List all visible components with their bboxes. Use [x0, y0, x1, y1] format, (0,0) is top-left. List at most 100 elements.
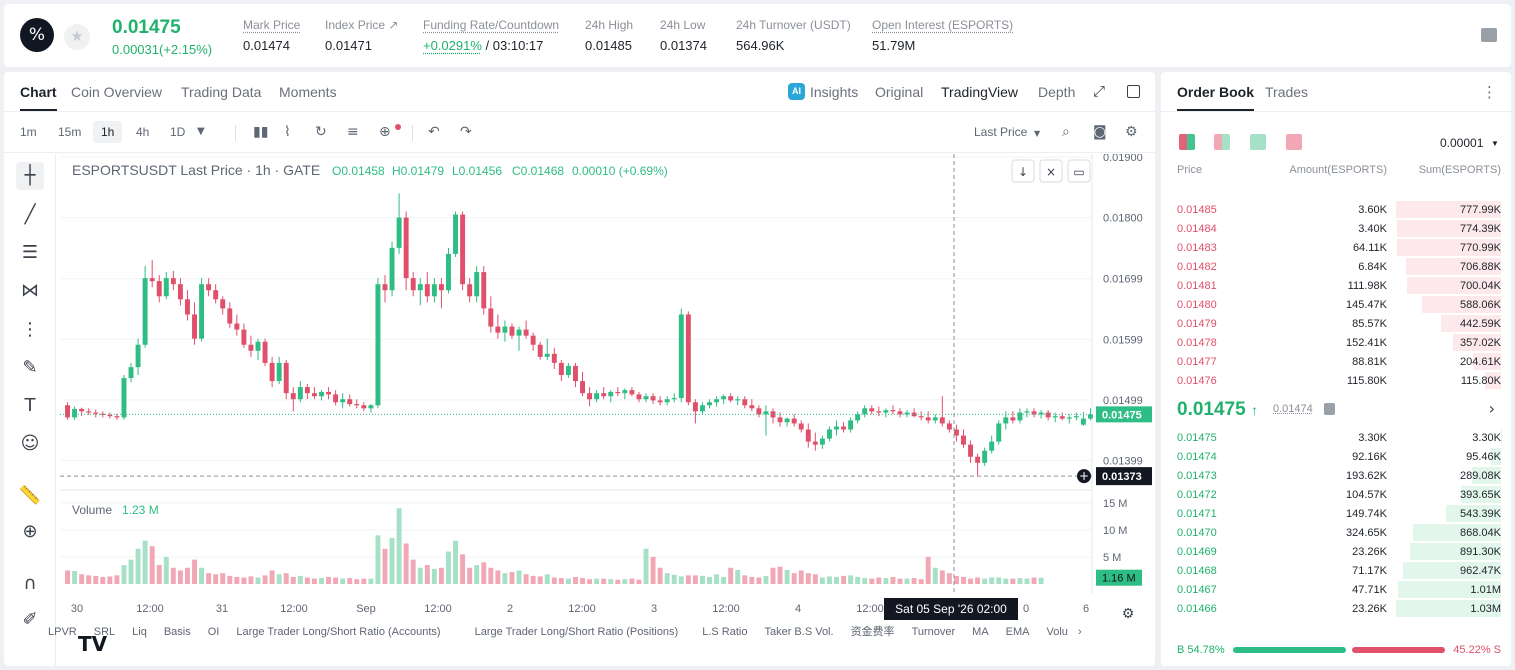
replay-icon[interactable]: ↻: [315, 124, 327, 140]
horizontal-lines-icon[interactable]: ☰: [21, 242, 39, 263]
camera-icon[interactable]: ◙: [1093, 124, 1107, 140]
trend-line-icon[interactable]: ╱: [24, 204, 36, 225]
lock-icon[interactable]: ✐: [22, 609, 38, 630]
timeframe-dropdown-icon[interactable]: ▼: [197, 126, 205, 137]
indicators-icon[interactable]: ⌇: [284, 124, 291, 140]
drawing-toolbar: ┼ ╱ ☰ ⋈ ⋮ ✎ T ☺ 📏 ⊕ ∩ ✐: [4, 154, 56, 666]
candlestick-chart[interactable]: 0.01900 0.01800 0.01699 0.01599 0.01499 0.013…: [60, 154, 1155, 666]
add-indicator-icon[interactable]: ⊕: [379, 124, 391, 140]
candle-type-icon[interactable]: ▮▮: [253, 124, 269, 140]
candle-body: [304, 387, 310, 394]
tab-depth[interactable]: Depth: [1038, 84, 1076, 100]
indicator-basis[interactable]: Basis: [163, 626, 191, 638]
zoom-in-icon[interactable]: ⊕: [22, 521, 38, 542]
ask-row[interactable]: 0.01482 6.84K 706.88K: [1161, 257, 1511, 276]
bid-row[interactable]: 0.01472 104.57K 393.65K: [1161, 485, 1511, 504]
indicator-funding-rate[interactable]: 资金费率: [850, 626, 895, 638]
bid-row[interactable]: 0.01466 23.26K 1.03M: [1161, 599, 1511, 618]
text-tool-icon[interactable]: T: [24, 395, 36, 416]
indicator-volume[interactable]: Volu: [1046, 626, 1068, 638]
view-split-icon[interactable]: [1214, 134, 1230, 150]
indicator-large-trader-accounts[interactable]: Large Trader Long/Short Ratio (Accounts): [236, 626, 441, 638]
bid-row[interactable]: 0.01469 23.26K 891.30K: [1161, 542, 1511, 561]
indicator-oi[interactable]: OI: [207, 626, 220, 638]
ruler-icon[interactable]: 📏: [18, 485, 42, 506]
ask-row[interactable]: 0.01478 152.41K 357.02K: [1161, 333, 1511, 352]
search-icon[interactable]: ⌕: [1062, 124, 1070, 140]
timeframe-15m[interactable]: 15m: [58, 125, 82, 139]
view-asks-icon[interactable]: [1286, 134, 1302, 150]
tab-trades[interactable]: Trades: [1265, 84, 1309, 100]
chart-panel: Chart Coin Overview Trading Data Moments…: [4, 72, 1155, 666]
indicator-lpvr[interactable]: LPVR: [48, 626, 77, 638]
bid-row[interactable]: 0.01471 149.74K 543.39K: [1161, 504, 1511, 523]
view-both-icon[interactable]: [1179, 134, 1195, 150]
expand-icon[interactable]: ⤢: [1093, 82, 1106, 100]
ask-row[interactable]: 0.01477 88.81K 204.61K: [1161, 352, 1511, 371]
tick-dropdown-icon[interactable]: ▼: [1491, 139, 1499, 148]
candle-body: [805, 429, 811, 442]
candle-body: [1017, 412, 1023, 421]
tab-tradingview[interactable]: TradingView: [941, 84, 1019, 100]
ask-row[interactable]: 0.01483 64.11K 770.99K: [1161, 238, 1511, 257]
bid-row[interactable]: 0.01468 71.17K 962.47K: [1161, 561, 1511, 580]
volume-bar: [735, 569, 741, 584]
bid-row[interactable]: 0.01467 47.71K 1.01M: [1161, 580, 1511, 599]
tab-original[interactable]: Original: [875, 84, 924, 100]
bid-row[interactable]: 0.01473 193.62K 289.08K: [1161, 466, 1511, 485]
ask-row[interactable]: 0.01484 3.40K 774.39K: [1161, 219, 1511, 238]
tab-insights[interactable]: Insights: [810, 84, 859, 100]
volume-bar: [763, 575, 769, 584]
bid-row[interactable]: 0.01475 3.30K 3.30K: [1161, 428, 1511, 447]
redo-icon[interactable]: ↷: [460, 124, 472, 140]
ask-row[interactable]: 0.01480 145.47K 588.06K: [1161, 295, 1511, 314]
indicator-turnover[interactable]: Turnover: [911, 626, 956, 638]
magnet-icon[interactable]: ∩: [23, 573, 37, 594]
notification-dot: [395, 124, 401, 130]
candle-body: [855, 414, 861, 421]
ask-row[interactable]: 0.01476 115.80K 115.80K: [1161, 371, 1511, 390]
window-icon[interactable]: [1127, 85, 1140, 98]
favorite-star-icon[interactable]: ★: [64, 24, 90, 50]
tab-chart[interactable]: Chart: [20, 84, 57, 111]
indicator-ls-ratio[interactable]: L.S Ratio: [702, 626, 748, 638]
undo-icon[interactable]: ↶: [428, 124, 440, 140]
bid-row[interactable]: 0.01474 92.16K 95.46K: [1161, 447, 1511, 466]
chevron-right-icon[interactable]: ›: [1488, 399, 1495, 418]
more-menu-icon[interactable]: ⋮: [1482, 83, 1497, 101]
view-bids-icon[interactable]: [1250, 134, 1266, 150]
indicator-ma[interactable]: MA: [972, 626, 989, 638]
time-axis-label: 31: [216, 603, 228, 615]
ask-row[interactable]: 0.01479 85.57K 442.59K: [1161, 314, 1511, 333]
crosshair-icon[interactable]: ┼: [16, 162, 44, 190]
indicator-taker-bs-vol[interactable]: Taker B.S Vol.: [764, 626, 834, 638]
ask-row[interactable]: 0.01485 3.60K 777.99K: [1161, 200, 1511, 219]
ask-row[interactable]: 0.01481 111.98K 700.04K: [1161, 276, 1511, 295]
indicator-large-trader-positions[interactable]: Large Trader Long/Short Ratio (Positions…: [474, 626, 679, 638]
indicator-srl[interactable]: SRL: [93, 626, 116, 638]
tick-size-select[interactable]: 0.00001: [1440, 136, 1484, 150]
timeframe-4h[interactable]: 4h: [136, 125, 150, 139]
row-sum: 95.46K: [1466, 451, 1501, 463]
guide-book-icon[interactable]: [1481, 28, 1497, 42]
tab-moments[interactable]: Moments: [279, 84, 337, 100]
timeframe-1h[interactable]: 1h: [93, 121, 123, 143]
pattern-icon[interactable]: ⋈: [21, 280, 39, 301]
fib-icon[interactable]: ⋮: [21, 319, 39, 340]
stat-index-price[interactable]: Index Price ↗ 0.01471: [325, 18, 399, 53]
tab-order-book[interactable]: Order Book: [1177, 84, 1255, 111]
settings-gear-icon[interactable]: ⚙: [1125, 124, 1138, 140]
volume-bar: [424, 565, 430, 584]
timeframe-1d[interactable]: 1D: [170, 125, 186, 139]
brush-icon[interactable]: ✎: [22, 357, 38, 378]
scroll-right-icon[interactable]: ›: [1077, 626, 1082, 638]
price-type-select[interactable]: Last Price: [974, 125, 1028, 139]
indicator-liq[interactable]: Liq: [132, 626, 147, 638]
tab-coin-overview[interactable]: Coin Overview: [71, 84, 163, 100]
indicator-ema[interactable]: EMA: [1005, 626, 1030, 638]
tab-trading-data[interactable]: Trading Data: [181, 84, 262, 100]
emoji-icon[interactable]: ☺: [20, 433, 40, 454]
bid-row[interactable]: 0.01470 324.65K 868.04K: [1161, 523, 1511, 542]
templates-icon[interactable]: ≡: [347, 124, 359, 140]
timeframe-1m[interactable]: 1m: [20, 125, 37, 139]
